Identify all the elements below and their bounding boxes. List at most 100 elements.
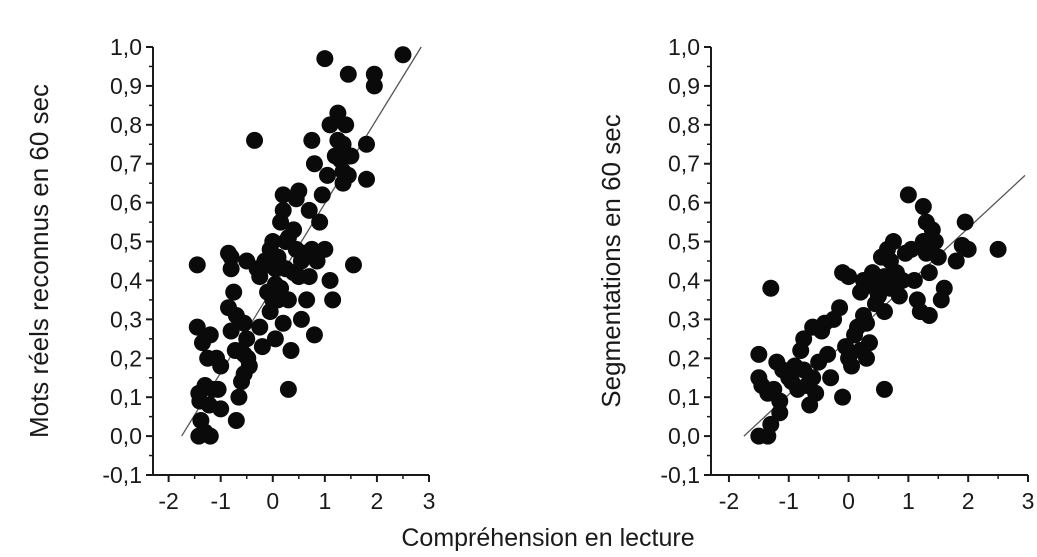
data-point bbox=[834, 388, 852, 406]
scatter-panel-words: -0,1 0,0 0,1 0,2 0,3 0,4 0,5 0,6 0,7 0,8 0,9 1,0 -2 -… bbox=[24, 34, 435, 514]
data-point bbox=[762, 279, 780, 297]
data-point bbox=[831, 299, 849, 317]
y-tick-label: 0,1 bbox=[110, 384, 142, 410]
data-point bbox=[926, 233, 944, 251]
y-tick-label: 0,5 bbox=[668, 229, 700, 255]
x-tick-label: -2 bbox=[719, 488, 739, 514]
x-tick-label: 0 bbox=[842, 488, 855, 514]
data-point bbox=[313, 186, 331, 204]
data-point bbox=[251, 318, 269, 336]
data-point bbox=[279, 380, 297, 398]
data-point bbox=[222, 322, 240, 340]
x-tick-label: 2 bbox=[371, 488, 384, 514]
y-tick-label: 0,8 bbox=[668, 112, 700, 138]
data-point bbox=[875, 380, 893, 398]
data-point bbox=[274, 201, 292, 219]
data-point bbox=[240, 357, 258, 375]
data-point bbox=[947, 252, 965, 270]
data-point bbox=[321, 116, 339, 134]
data-point bbox=[358, 135, 376, 153]
data-point bbox=[253, 338, 271, 356]
data-point bbox=[822, 369, 840, 387]
data-point bbox=[890, 287, 908, 305]
data-point bbox=[274, 314, 292, 332]
data-point bbox=[298, 291, 316, 309]
data-point bbox=[220, 299, 238, 317]
data-point bbox=[920, 306, 938, 324]
data-point bbox=[193, 334, 211, 352]
data-point bbox=[321, 271, 339, 289]
data-point bbox=[804, 318, 822, 336]
data-point bbox=[292, 310, 310, 328]
data-point bbox=[225, 283, 243, 301]
data-point bbox=[989, 240, 1007, 258]
data-point bbox=[188, 318, 206, 336]
data-point bbox=[305, 155, 323, 173]
data-point bbox=[316, 50, 334, 68]
data-point bbox=[272, 279, 290, 297]
x-tick-label: 0 bbox=[266, 488, 279, 514]
y-tick-label: 0,8 bbox=[110, 112, 142, 138]
x-tick-label: 1 bbox=[902, 488, 915, 514]
data-point bbox=[959, 240, 977, 258]
y-axis-title: Mots réels reconnus en 60 sec bbox=[24, 84, 54, 438]
data-point bbox=[334, 135, 352, 153]
data-point bbox=[318, 166, 336, 184]
y-tick-label: 0,0 bbox=[668, 423, 700, 449]
data-point bbox=[201, 427, 219, 445]
data-point bbox=[358, 170, 376, 188]
data-point bbox=[311, 213, 329, 231]
data-point bbox=[316, 240, 334, 258]
data-point bbox=[365, 77, 383, 95]
data-point bbox=[259, 256, 277, 274]
data-point bbox=[344, 256, 362, 274]
x-tick-label: -1 bbox=[210, 488, 230, 514]
data-point bbox=[935, 279, 953, 297]
data-point bbox=[282, 341, 300, 359]
y-tick-label: 0,1 bbox=[668, 384, 700, 410]
data-point bbox=[762, 415, 780, 433]
data-point bbox=[819, 345, 837, 363]
y-axis-title: Segmentations en 60 sec bbox=[596, 114, 626, 407]
data-point bbox=[905, 271, 923, 289]
data-point bbox=[339, 166, 357, 184]
y-tick-label: 0,4 bbox=[110, 267, 142, 293]
data-point bbox=[899, 186, 917, 204]
y-tick-label: 1,0 bbox=[110, 34, 142, 60]
y-tick-label: -0,1 bbox=[102, 462, 142, 488]
y-tick-label: 0,6 bbox=[110, 190, 142, 216]
data-point bbox=[893, 271, 911, 289]
data-point bbox=[807, 384, 825, 402]
x-tick-label: -2 bbox=[158, 488, 178, 514]
x-tick-label: 1 bbox=[318, 488, 331, 514]
data-point bbox=[230, 388, 248, 406]
data-point bbox=[858, 349, 876, 367]
data-point bbox=[771, 404, 789, 422]
data-point bbox=[220, 244, 238, 262]
data-point bbox=[914, 198, 932, 216]
data-point bbox=[274, 186, 292, 204]
y-tick-label: 0,9 bbox=[110, 73, 142, 99]
data-point bbox=[759, 384, 777, 402]
x-tick-label: 3 bbox=[1022, 488, 1035, 514]
data-point bbox=[292, 252, 310, 270]
data-point bbox=[222, 260, 240, 278]
data-point bbox=[920, 264, 938, 282]
y-tick-label: 1,0 bbox=[668, 34, 700, 60]
data-point bbox=[290, 182, 308, 200]
y-tick-label: 0,9 bbox=[668, 73, 700, 99]
regression-line bbox=[181, 46, 422, 437]
x-tick-label: -1 bbox=[779, 488, 799, 514]
data-point bbox=[884, 233, 902, 251]
data-point bbox=[337, 116, 355, 134]
data-point bbox=[279, 229, 297, 247]
data-point bbox=[212, 400, 230, 418]
data-point bbox=[209, 380, 227, 398]
y-tick-label: 0,5 bbox=[110, 229, 142, 255]
y-tick-label: 0,7 bbox=[110, 151, 142, 177]
scatter-panel-segmentations: -0,1 0,0 0,1 0,2 0,3 0,4 0,5 0,6 0,7 0,8 0,9 1,0 -2 -… bbox=[596, 34, 1034, 514]
data-point bbox=[303, 131, 321, 149]
data-point bbox=[365, 65, 383, 83]
y-tick-label: 0,2 bbox=[110, 345, 142, 371]
data-point bbox=[246, 131, 264, 149]
